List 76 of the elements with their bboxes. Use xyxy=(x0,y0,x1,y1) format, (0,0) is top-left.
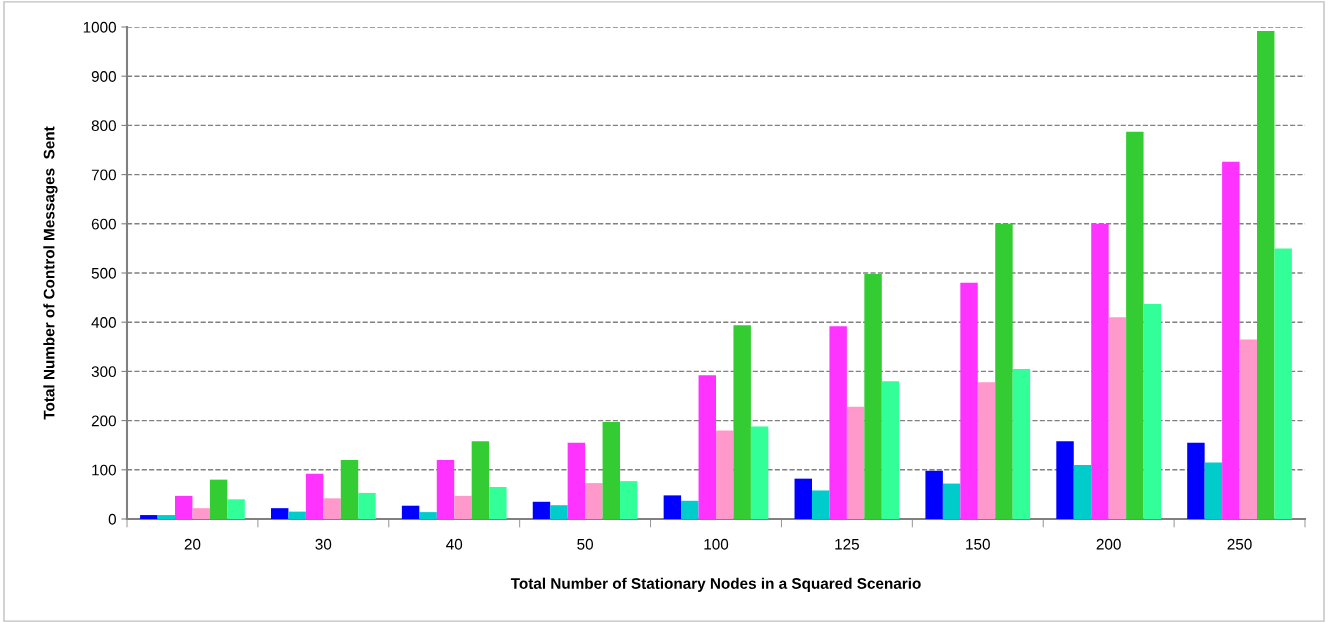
bar xyxy=(140,515,158,519)
bar xyxy=(1073,464,1092,519)
y-tick-label: 300 xyxy=(91,366,116,378)
bar xyxy=(532,501,551,519)
bar xyxy=(716,430,734,519)
bar xyxy=(864,273,882,519)
y-tick-label: 1000 xyxy=(83,21,116,33)
bar xyxy=(663,495,682,519)
y-tick-label: 900 xyxy=(91,71,116,82)
bar xyxy=(1274,248,1292,519)
bar xyxy=(174,495,193,519)
bar xyxy=(1143,304,1162,519)
bar xyxy=(323,498,341,519)
bar xyxy=(681,500,699,519)
y-tick-label: 100 xyxy=(92,464,116,476)
y-axis-title: Total Number of Control Messages Sent xyxy=(43,126,58,420)
bar xyxy=(1187,442,1205,519)
bar xyxy=(977,382,996,519)
y-tick-label: 800 xyxy=(91,120,116,132)
bar xyxy=(209,479,228,519)
bar xyxy=(585,483,603,519)
bar xyxy=(550,505,568,519)
bar xyxy=(698,375,716,519)
bar xyxy=(942,483,961,519)
bar xyxy=(401,505,420,519)
bar xyxy=(1012,368,1031,519)
bar xyxy=(881,381,900,519)
bar xyxy=(270,508,289,519)
y-tick-label: 700 xyxy=(91,169,116,181)
x-tick-label: 200 xyxy=(1096,538,1121,550)
bar xyxy=(1056,441,1074,519)
bar xyxy=(620,481,638,519)
bar xyxy=(1108,317,1127,519)
x-tick-label: 100 xyxy=(704,538,729,550)
bar xyxy=(288,511,306,519)
bar xyxy=(811,490,830,519)
bar xyxy=(794,478,812,519)
bar xyxy=(305,473,324,519)
bar xyxy=(750,426,769,519)
x-tick-label: 30 xyxy=(315,538,332,550)
bar xyxy=(1257,30,1275,519)
bar xyxy=(157,515,175,519)
bar xyxy=(829,326,847,519)
x-tick-label: 40 xyxy=(446,538,463,550)
bar xyxy=(1091,223,1109,519)
bar xyxy=(340,459,359,519)
bar xyxy=(436,459,455,519)
x-axis-title: Total Number of Stationary Nodes in a Squared Scenario xyxy=(510,577,921,592)
x-tick-label: 250 xyxy=(1227,538,1252,550)
bar xyxy=(995,223,1013,519)
bar xyxy=(846,406,865,519)
x-tick-label: 20 xyxy=(184,538,201,550)
bar xyxy=(1222,161,1240,519)
bar xyxy=(227,499,245,519)
bar xyxy=(358,492,376,519)
y-tick-label: 600 xyxy=(91,218,116,230)
bar xyxy=(733,325,751,519)
y-tick-label: 0 xyxy=(108,513,116,525)
x-tick-label: 50 xyxy=(577,538,594,550)
bar xyxy=(1204,462,1223,519)
bar xyxy=(925,470,943,519)
bar xyxy=(419,512,437,519)
x-tick-label: 125 xyxy=(835,538,859,550)
bar xyxy=(602,422,621,519)
bar xyxy=(489,487,507,519)
bar xyxy=(1239,339,1258,519)
bar xyxy=(471,441,490,519)
y-tick-label: 500 xyxy=(91,267,116,279)
y-tick-label: 200 xyxy=(91,415,116,427)
y-tick-label: 400 xyxy=(91,317,116,328)
bar xyxy=(1126,131,1144,519)
bar xyxy=(192,508,210,519)
x-tick-label: 150 xyxy=(966,538,990,550)
bar xyxy=(567,442,586,519)
bar xyxy=(454,495,472,519)
bar xyxy=(960,282,978,519)
